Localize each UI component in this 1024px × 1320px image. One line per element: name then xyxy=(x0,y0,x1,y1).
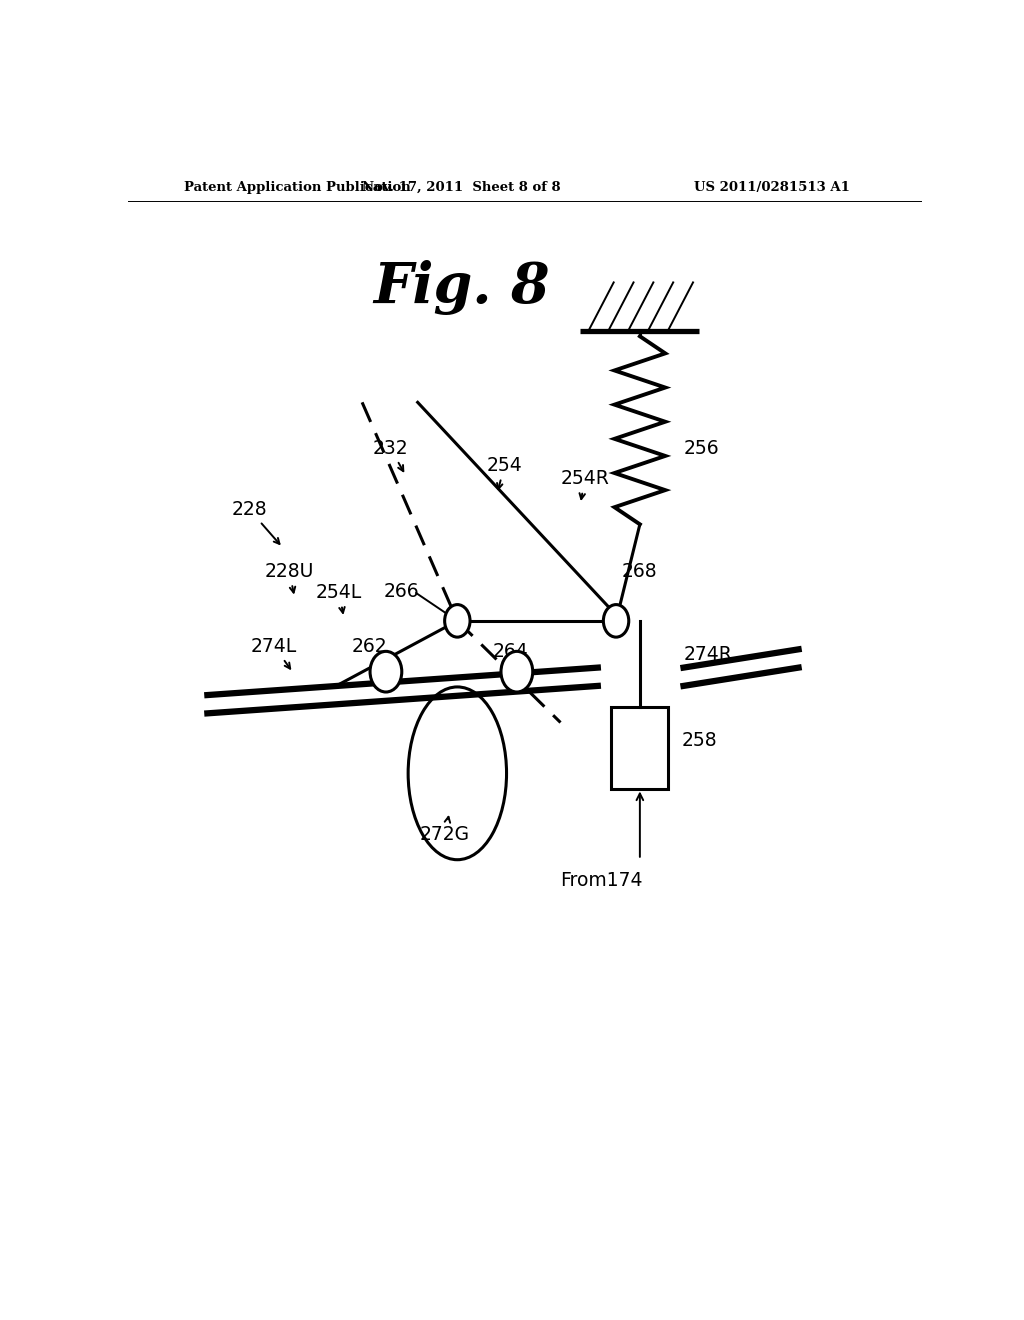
Text: 228: 228 xyxy=(231,499,280,544)
Text: From174: From174 xyxy=(560,871,643,890)
Text: 274R: 274R xyxy=(684,645,732,664)
Text: 228U: 228U xyxy=(264,561,314,593)
Text: Fig. 8: Fig. 8 xyxy=(373,260,550,315)
Text: 254R: 254R xyxy=(560,469,609,499)
Text: 256: 256 xyxy=(684,438,719,458)
Circle shape xyxy=(444,605,470,638)
Circle shape xyxy=(501,651,532,692)
Circle shape xyxy=(603,605,629,638)
Text: US 2011/0281513 A1: US 2011/0281513 A1 xyxy=(694,181,850,194)
Text: Nov. 17, 2011  Sheet 8 of 8: Nov. 17, 2011 Sheet 8 of 8 xyxy=(362,181,560,194)
Text: 262: 262 xyxy=(352,636,387,667)
Text: 272G: 272G xyxy=(420,817,470,843)
Text: 254L: 254L xyxy=(316,583,362,612)
Text: 264: 264 xyxy=(494,642,528,669)
Text: 232: 232 xyxy=(373,438,408,471)
Text: 274L: 274L xyxy=(251,636,297,669)
Text: 254: 254 xyxy=(486,455,522,488)
Text: 258: 258 xyxy=(682,731,718,750)
Text: 266: 266 xyxy=(384,582,419,601)
Circle shape xyxy=(370,651,401,692)
Text: Patent Application Publication: Patent Application Publication xyxy=(183,181,411,194)
Bar xyxy=(611,708,669,788)
Text: 268: 268 xyxy=(622,561,657,581)
